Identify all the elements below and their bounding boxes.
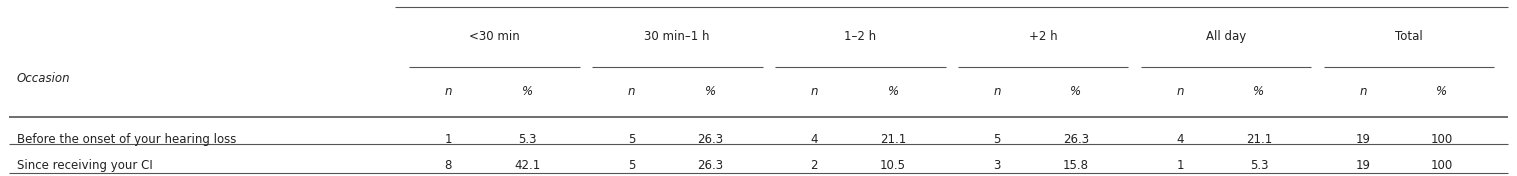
Text: 5: 5 bbox=[994, 133, 1001, 146]
Text: 100: 100 bbox=[1431, 159, 1453, 172]
Text: 10.5: 10.5 bbox=[880, 159, 906, 172]
Text: 26.3: 26.3 bbox=[696, 159, 724, 172]
Text: Occasion: Occasion bbox=[17, 72, 70, 85]
Text: 5: 5 bbox=[628, 133, 636, 146]
Text: %: % bbox=[1253, 85, 1265, 98]
Text: n: n bbox=[444, 85, 452, 98]
Text: %: % bbox=[1071, 85, 1082, 98]
Text: 4: 4 bbox=[1177, 133, 1185, 146]
Text: 8: 8 bbox=[444, 159, 452, 172]
Text: n: n bbox=[994, 85, 1001, 98]
Text: Since receiving your CI: Since receiving your CI bbox=[17, 159, 152, 172]
Text: +2 h: +2 h bbox=[1029, 30, 1057, 43]
Text: %: % bbox=[887, 85, 898, 98]
Text: 21.1: 21.1 bbox=[1245, 133, 1273, 146]
Text: 15.8: 15.8 bbox=[1063, 159, 1089, 172]
Text: 2: 2 bbox=[810, 159, 818, 172]
Text: 1: 1 bbox=[1177, 159, 1185, 172]
Text: All day: All day bbox=[1206, 30, 1245, 43]
Text: 21.1: 21.1 bbox=[880, 133, 906, 146]
Text: 1: 1 bbox=[444, 133, 452, 146]
Text: 19: 19 bbox=[1356, 159, 1371, 172]
Text: %: % bbox=[522, 85, 532, 98]
Text: n: n bbox=[810, 85, 818, 98]
Text: 5.3: 5.3 bbox=[517, 133, 537, 146]
Text: <30 min: <30 min bbox=[469, 30, 519, 43]
Text: n: n bbox=[1177, 85, 1185, 98]
Text: 4: 4 bbox=[810, 133, 818, 146]
Text: 3: 3 bbox=[994, 159, 1001, 172]
Text: 26.3: 26.3 bbox=[696, 133, 724, 146]
Text: 1–2 h: 1–2 h bbox=[843, 30, 877, 43]
Text: 26.3: 26.3 bbox=[1063, 133, 1089, 146]
Text: 100: 100 bbox=[1431, 133, 1453, 146]
Text: n: n bbox=[1359, 85, 1367, 98]
Text: 30 min–1 h: 30 min–1 h bbox=[645, 30, 710, 43]
Text: %: % bbox=[704, 85, 716, 98]
Text: Total: Total bbox=[1396, 30, 1423, 43]
Text: 5: 5 bbox=[628, 159, 636, 172]
Text: 19: 19 bbox=[1356, 133, 1371, 146]
Text: 42.1: 42.1 bbox=[514, 159, 540, 172]
Text: %: % bbox=[1437, 85, 1447, 98]
Text: n: n bbox=[628, 85, 636, 98]
Text: 5.3: 5.3 bbox=[1250, 159, 1268, 172]
Text: Before the onset of your hearing loss: Before the onset of your hearing loss bbox=[17, 133, 237, 146]
